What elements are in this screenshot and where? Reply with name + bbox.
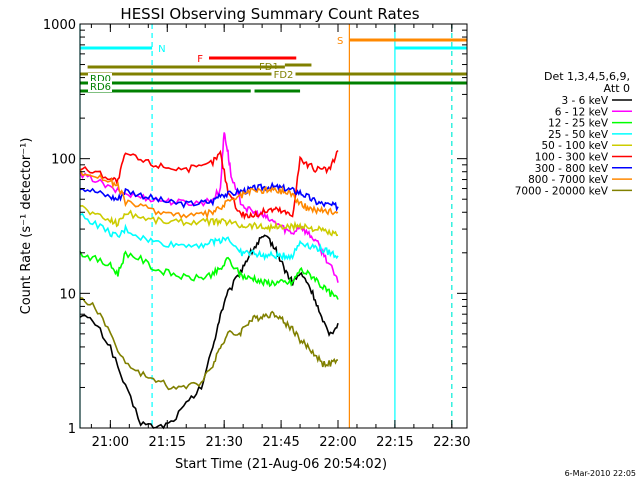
legend-label-7: 800 - 7000 keV — [528, 174, 609, 186]
flag-label-6: FD2 — [274, 70, 294, 81]
x-axis-label: Start Time (21-Aug-06 20:54:02) — [175, 457, 387, 472]
flag-label-2: F — [197, 54, 203, 65]
legend-header-line-1: Det 1,3,4,5,6,9, — [544, 70, 630, 83]
x-tick-label-5: 22:15 — [376, 435, 413, 450]
series-line-8 — [79, 297, 339, 391]
series-line-0 — [79, 234, 339, 430]
flag-label-bg-7 — [88, 73, 112, 84]
series-line-5 — [79, 149, 339, 221]
plot-frame — [79, 23, 468, 429]
x-tick-label-1: 21:15 — [149, 435, 186, 450]
legend-header-line-2: Att 0 — [604, 82, 630, 95]
x-axis-ticks: 21:00 21:15 21:30 21:45 22:00 22:15 22:30 — [90, 24, 471, 450]
y-tick-label-0: 1 — [68, 422, 76, 437]
flag-label-bg-6 — [271, 69, 296, 80]
x-tick-label-4: 22:00 — [319, 435, 356, 450]
legend-label-2: 12 - 25 keV — [548, 118, 609, 130]
series-lines — [79, 132, 339, 430]
y-tick-label-1: 10 — [59, 287, 76, 302]
series-line-2 — [79, 250, 339, 300]
y-axis-label: Count Rate (s⁻¹ detector⁻¹) — [19, 138, 34, 315]
flag-label-7: RD0 — [90, 74, 111, 85]
flag-label-8: RD6 — [90, 82, 111, 93]
legend-label-0: 3 - 6 keV — [561, 95, 608, 107]
legend-label-4: 50 - 100 keV — [541, 140, 608, 152]
flag-label-0: N — [158, 44, 165, 55]
legend-label-5: 100 - 300 keV — [535, 152, 609, 164]
legend-label-8: 7000 - 20000 keV — [515, 185, 609, 197]
x-tick-label-3: 21:45 — [262, 435, 299, 450]
flag-label-bg-8 — [88, 81, 112, 92]
series-line-3 — [79, 213, 339, 262]
y-tick-label-3: 1000 — [43, 18, 76, 33]
flag-label-3: S — [337, 36, 343, 47]
x-tick-label-0: 21:00 — [92, 435, 129, 450]
x-tick-label-2: 21:30 — [205, 435, 242, 450]
series-line-7 — [79, 168, 339, 220]
footer-timestamp: 6-Mar-2010 22:05 — [565, 469, 636, 478]
legend-label-1: 6 - 12 keV — [555, 106, 609, 118]
series-line-6 — [79, 181, 339, 212]
x-tick-label-6: 22:30 — [433, 435, 470, 450]
chart-title: HESSI Observing Summary Count Rates — [120, 5, 419, 23]
legend-label-3: 25 - 50 keV — [548, 129, 609, 141]
y-tick-label-2: 100 — [51, 153, 76, 168]
series-line-4 — [79, 204, 339, 237]
flag-label-4: FD1 — [259, 62, 279, 73]
y-axis-ticks: 1 10 100 1000 — [43, 18, 467, 437]
legend-label-6: 300 - 800 keV — [535, 163, 609, 175]
